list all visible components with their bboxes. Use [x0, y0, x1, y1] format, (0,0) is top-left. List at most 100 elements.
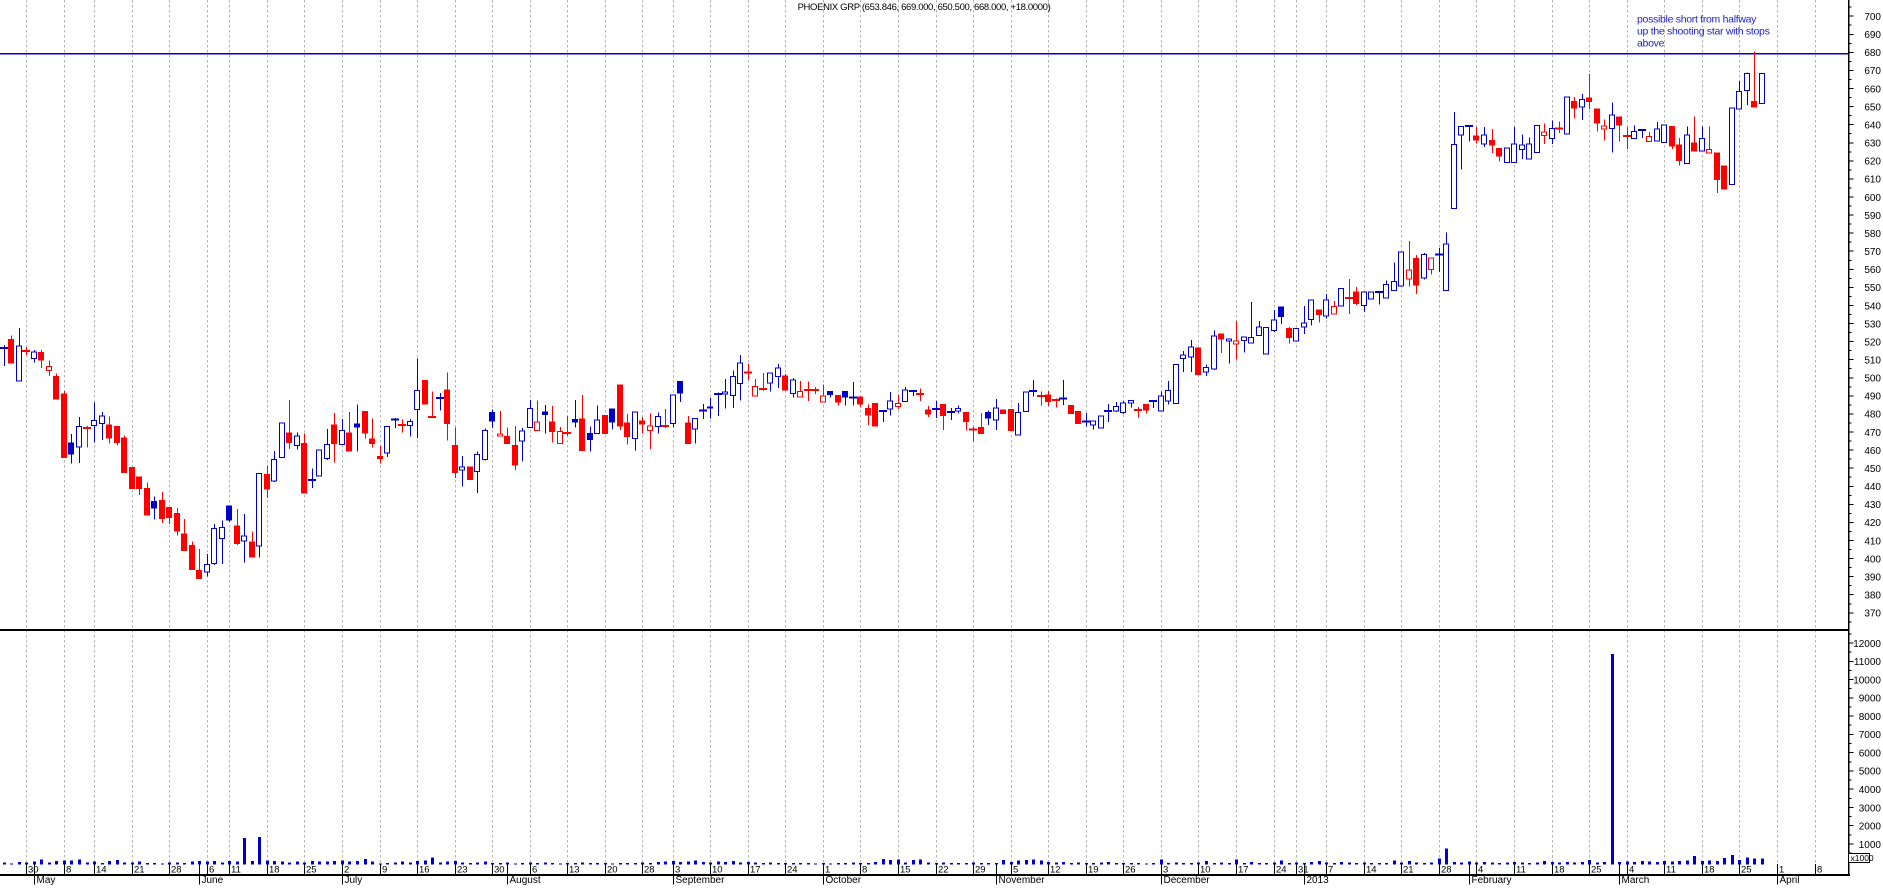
svg-text:30: 30 [28, 865, 39, 876]
svg-text:7000: 7000 [1859, 730, 1882, 741]
svg-text:380: 380 [1864, 591, 1881, 602]
svg-text:6000: 6000 [1859, 748, 1882, 759]
svg-text:26: 26 [1125, 865, 1136, 876]
svg-text:24: 24 [1276, 865, 1287, 876]
svg-text:possible short from halfway: possible short from halfway [1637, 14, 1757, 26]
svg-text:620: 620 [1864, 157, 1881, 168]
svg-text:17: 17 [750, 865, 761, 876]
svg-text:9000: 9000 [1859, 694, 1882, 705]
svg-text:19: 19 [1088, 865, 1099, 876]
svg-text:10: 10 [1200, 865, 1211, 876]
svg-text:28: 28 [644, 865, 655, 876]
svg-text:13: 13 [569, 865, 580, 876]
svg-text:18: 18 [1704, 865, 1715, 876]
svg-text:500: 500 [1864, 374, 1881, 385]
svg-text:530: 530 [1864, 319, 1881, 330]
svg-text:430: 430 [1864, 500, 1881, 511]
svg-text:22: 22 [938, 865, 949, 876]
svg-text:490: 490 [1864, 392, 1881, 403]
svg-text:1: 1 [825, 865, 830, 876]
svg-text:April: April [1780, 875, 1800, 885]
svg-text:630: 630 [1864, 139, 1881, 150]
svg-text:2000: 2000 [1859, 822, 1882, 833]
svg-text:450: 450 [1864, 464, 1881, 475]
svg-text:September: September [676, 875, 726, 885]
svg-text:470: 470 [1864, 428, 1881, 439]
svg-text:July: July [345, 875, 363, 885]
svg-text:410: 410 [1864, 536, 1881, 547]
svg-text:4: 4 [1629, 865, 1634, 876]
svg-text:570: 570 [1864, 247, 1881, 258]
svg-text:17: 17 [1238, 865, 1249, 876]
svg-text:PHOENIX GRP (653.846, 669.000,: PHOENIX GRP (653.846, 669.000, 650.500, … [798, 2, 1051, 13]
svg-text:590: 590 [1864, 211, 1881, 222]
svg-text:14: 14 [1366, 865, 1377, 876]
svg-text:August: August [510, 875, 541, 885]
svg-text:8: 8 [862, 865, 867, 876]
svg-text:11000: 11000 [1854, 657, 1882, 668]
svg-text:20: 20 [607, 865, 618, 876]
svg-text:up the shooting star with stop: up the shooting star with stops [1637, 26, 1770, 38]
svg-text:November: November [999, 875, 1046, 885]
svg-text:460: 460 [1864, 446, 1881, 457]
svg-text:8000: 8000 [1859, 712, 1882, 723]
svg-text:May: May [37, 875, 56, 885]
svg-text:21: 21 [134, 865, 145, 876]
svg-text:3: 3 [675, 865, 680, 876]
svg-text:670: 670 [1864, 66, 1881, 77]
svg-text:550: 550 [1864, 283, 1881, 294]
svg-text:440: 440 [1864, 482, 1881, 493]
svg-text:12: 12 [1050, 865, 1061, 876]
svg-text:9: 9 [382, 865, 387, 876]
svg-text:3: 3 [1163, 865, 1168, 876]
svg-text:8: 8 [66, 865, 71, 876]
svg-text:640: 640 [1864, 121, 1881, 132]
svg-text:1: 1 [1779, 865, 1784, 876]
svg-text:660: 660 [1864, 84, 1881, 95]
svg-text:6: 6 [209, 865, 214, 876]
svg-text:420: 420 [1864, 518, 1881, 529]
svg-text:December: December [1164, 875, 1211, 885]
svg-text:680: 680 [1864, 48, 1881, 59]
svg-text:14: 14 [96, 865, 107, 876]
svg-text:October: October [826, 875, 862, 885]
svg-text:30: 30 [494, 865, 505, 876]
svg-text:610: 610 [1864, 175, 1881, 186]
svg-text:31: 31 [1298, 865, 1309, 876]
svg-text:12000: 12000 [1853, 639, 1881, 650]
svg-text:390: 390 [1864, 572, 1881, 583]
svg-text:June: June [202, 875, 224, 885]
svg-text:400: 400 [1864, 554, 1881, 565]
svg-text:16: 16 [419, 865, 430, 876]
svg-text:520: 520 [1864, 337, 1881, 348]
svg-text:10: 10 [712, 865, 723, 876]
svg-text:2: 2 [344, 865, 349, 876]
svg-text:February: February [1472, 875, 1512, 885]
svg-text:x1000: x1000 [1851, 853, 1874, 863]
svg-text:11: 11 [1666, 865, 1676, 876]
svg-text:25: 25 [306, 865, 317, 876]
svg-text:370: 370 [1864, 609, 1881, 620]
svg-text:25: 25 [1741, 865, 1752, 876]
svg-text:25: 25 [1591, 865, 1602, 876]
svg-text:7: 7 [1328, 865, 1333, 876]
svg-text:700: 700 [1864, 12, 1881, 23]
svg-text:600: 600 [1864, 193, 1881, 204]
svg-text:21: 21 [1403, 865, 1414, 876]
svg-text:10000: 10000 [1853, 675, 1881, 686]
svg-text:690: 690 [1864, 30, 1881, 41]
svg-text:28: 28 [171, 865, 182, 876]
svg-text:3000: 3000 [1859, 803, 1882, 814]
svg-text:above: above [1637, 38, 1665, 50]
svg-text:18: 18 [269, 865, 280, 876]
svg-text:480: 480 [1864, 410, 1881, 421]
svg-text:510: 510 [1864, 356, 1881, 367]
svg-text:8: 8 [1817, 865, 1822, 876]
svg-text:24: 24 [787, 865, 798, 876]
svg-text:5000: 5000 [1859, 767, 1882, 778]
svg-text:4000: 4000 [1859, 785, 1882, 796]
svg-text:11: 11 [1516, 865, 1526, 876]
svg-text:March: March [1622, 875, 1650, 885]
svg-text:15: 15 [900, 865, 911, 876]
svg-text:580: 580 [1864, 229, 1881, 240]
